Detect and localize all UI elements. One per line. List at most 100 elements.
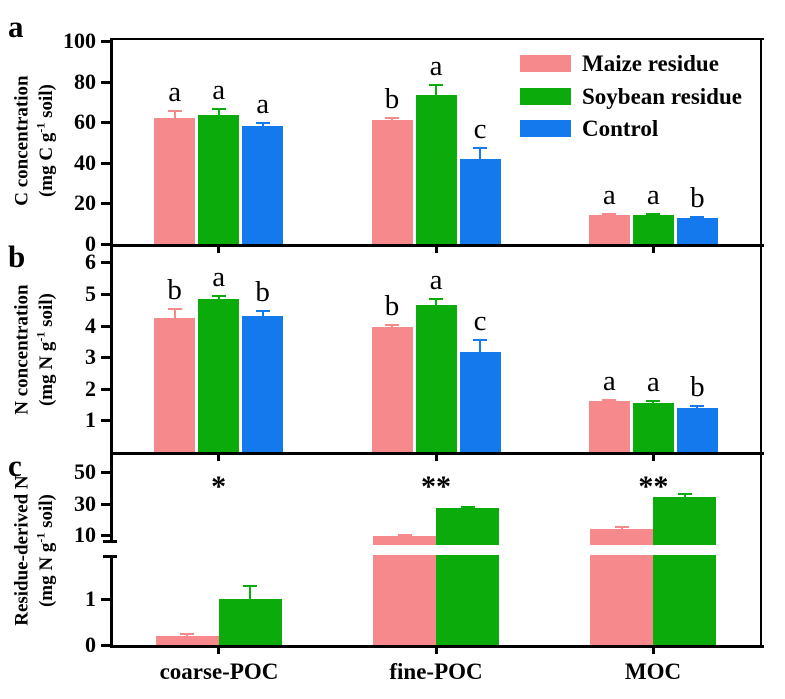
bar-soybean-residue-coarse-poc [198, 298, 240, 452]
bar-control-moc [676, 218, 718, 244]
bar-soybean-residue-fine-poc [415, 94, 457, 244]
axis-break-cap-bottom [103, 555, 117, 558]
y-tick-label: 6 [85, 249, 96, 275]
error-bar-cap [473, 338, 487, 341]
sig-letter: b [167, 273, 182, 306]
x-axis-line [110, 645, 764, 648]
error-bar-cap [180, 632, 195, 635]
bar-control-fine-poc [459, 352, 501, 452]
y-tick-mark [101, 121, 110, 125]
y-tick-mark [101, 40, 110, 43]
sig-marker: * [211, 470, 227, 503]
y-tick-mark [101, 293, 110, 296]
error-bar-stem [479, 147, 481, 159]
sig-marker: ** [421, 470, 451, 503]
error-bar-cap [255, 121, 270, 124]
y-axis-title-a-line1: C concentration [11, 75, 33, 207]
y-tick-label: 5 [85, 281, 96, 306]
bar-soybean-residue-moc [653, 497, 717, 645]
error-bar-cap [473, 146, 487, 149]
bar-maize-residue-coarse-poc [155, 635, 219, 645]
sig-letter: a [602, 364, 616, 397]
sig-letter: a [646, 178, 660, 211]
y-tick-label: 1 [85, 586, 96, 611]
panel-border-right [760, 38, 762, 648]
legend-label-control: Control [582, 115, 659, 141]
legend-label-maize-residue: Maize residue [582, 50, 719, 76]
bar-soybean-residue-moc [632, 403, 674, 452]
sig-marker: ** [638, 470, 669, 503]
x-category-coarse-poc: coarse-POC [159, 659, 279, 684]
y-tick-label: 10 [74, 522, 96, 548]
bar-maize-residue-fine-poc [371, 120, 413, 244]
panel-border-top [110, 38, 764, 40]
error-bar-cap [429, 83, 443, 86]
sig-letter: b [255, 276, 270, 309]
y-tick-mark [101, 502, 110, 506]
sig-letter: b [384, 83, 400, 116]
sig-letter: c [473, 112, 487, 145]
legend-item-maize-residue: Maize residue [520, 50, 719, 76]
error-bar-stem [217, 295, 220, 299]
error-bar-cap [255, 310, 270, 313]
y-tick-label: 20 [74, 190, 96, 216]
error-bar-stem [479, 339, 481, 353]
error-bar-cap [602, 398, 617, 401]
bar-maize-residue-moc [588, 214, 630, 244]
x-category-fine-poc: fine-POC [389, 659, 483, 684]
error-bar-cap [243, 585, 258, 588]
error-bar-stem [173, 111, 176, 119]
y-tick-label: 30 [74, 490, 96, 516]
error-bar-cap [211, 294, 226, 297]
sig-letter: a [429, 263, 443, 296]
error-bar-stem [391, 324, 393, 328]
panel-label-c: c [8, 448, 22, 483]
x-tick-mark [651, 648, 655, 654]
x-tick-mark [217, 648, 221, 654]
y-tick-label: 3 [85, 344, 96, 370]
error-bar-cap [385, 323, 399, 326]
y-tick-mark [101, 243, 110, 246]
error-bar-cap [211, 108, 226, 110]
y-tick-label: 60 [74, 109, 96, 135]
error-bar-stem [391, 118, 393, 121]
y-tick-label: 0 [85, 231, 96, 256]
bar-maize-residue-moc [588, 401, 630, 452]
x-tick-mark [651, 247, 655, 253]
sig-letter: a [602, 178, 616, 211]
bar-control-coarse-poc [242, 316, 284, 452]
x-category-moc: MOC [624, 659, 682, 684]
panel-label-a: a [8, 9, 24, 44]
error-bar-cap [646, 212, 661, 215]
error-bar-stem [261, 122, 264, 127]
bar-maize-residue-coarse-poc [154, 317, 196, 452]
y-tick-label: 40 [74, 149, 96, 175]
sig-letter: a [212, 260, 226, 293]
error-bar-cap [614, 525, 629, 528]
sig-letter: a [168, 76, 182, 109]
sig-letter: b [690, 182, 705, 214]
bar-soybean-residue-coarse-poc [218, 599, 282, 645]
x-tick-mark [434, 455, 438, 461]
sig-letter: a [429, 49, 443, 82]
y-tick-label: 0 [85, 632, 96, 657]
sig-letter: c [473, 304, 487, 337]
y-tick-label: 1 [85, 407, 96, 433]
y-axis-title-a-line2: (mg C g-1 soil) [33, 84, 58, 198]
x-tick-mark [434, 648, 438, 654]
sig-letter: b [690, 371, 705, 404]
y-axis-lower-segment [110, 555, 113, 648]
x-tick-mark [434, 247, 438, 253]
axis-break-band [113, 545, 760, 555]
error-bar-cap [690, 405, 705, 408]
legend-item-control: Control [520, 115, 658, 141]
y-tick-label: 4 [85, 312, 96, 338]
y-tick-label: 80 [74, 68, 96, 94]
panel-separator-bc [110, 452, 764, 455]
bar-soybean-residue-fine-poc [415, 305, 457, 452]
bar-control-coarse-poc [242, 126, 284, 244]
error-bar-stem [683, 494, 686, 498]
error-bar-stem [186, 633, 189, 636]
error-bar-cap [690, 216, 705, 218]
legend-swatch-soybean-residue [520, 87, 571, 105]
